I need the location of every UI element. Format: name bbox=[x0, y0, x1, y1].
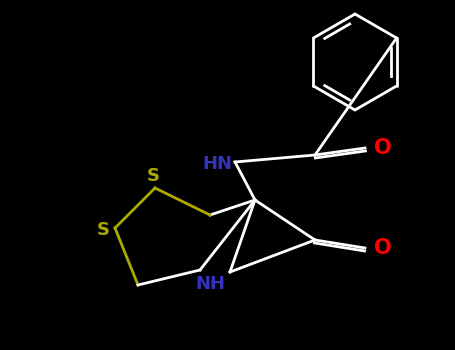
Text: O: O bbox=[374, 238, 392, 258]
Text: O: O bbox=[374, 138, 392, 158]
Text: NH: NH bbox=[195, 275, 225, 293]
Text: S: S bbox=[96, 221, 110, 239]
Text: S: S bbox=[147, 167, 160, 185]
Text: HN: HN bbox=[202, 155, 232, 173]
